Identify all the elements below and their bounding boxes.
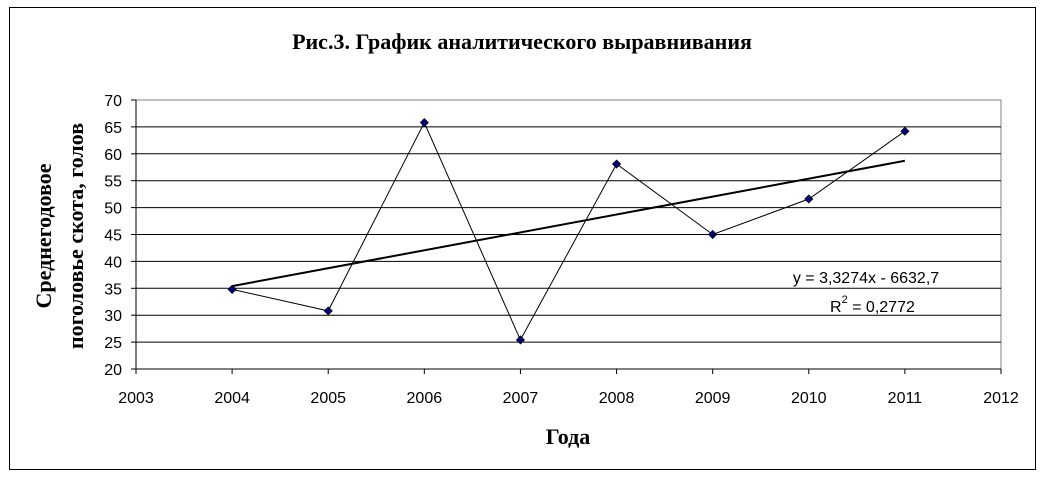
y-tick-label: 25 <box>104 335 122 352</box>
y-tick-label: 20 <box>104 362 122 379</box>
x-tick-label: 2006 <box>407 390 443 407</box>
y-tick-label: 60 <box>104 147 122 164</box>
data-point-marker <box>323 306 333 316</box>
data-point-marker <box>419 118 429 128</box>
data-point-marker <box>900 126 910 136</box>
x-tick-label: 2011 <box>888 390 923 407</box>
r-squared-label: R2 = 0,2772 <box>830 294 915 316</box>
data-point-marker <box>804 194 814 204</box>
x-tick-label: 2004 <box>214 390 250 407</box>
x-tick-label: 2010 <box>791 390 827 407</box>
y-tick-label: 55 <box>104 174 122 191</box>
y-tick-label: 65 <box>104 120 122 137</box>
y-tick-label: 35 <box>104 281 122 298</box>
r-squared-value: = 0,2772 <box>848 299 915 316</box>
y-axis-title-line2: поголовье скота, голов <box>63 123 88 349</box>
x-tick-label: 2012 <box>983 390 1019 407</box>
data-point-marker <box>611 159 622 169</box>
x-tick-label: 2005 <box>310 390 346 407</box>
y-tick-labels: 20 25 30 35 40 45 50 55 60 65 70 <box>104 93 122 379</box>
data-point-marker <box>708 229 718 240</box>
chart-title: Рис.3. График аналитического выравнивани… <box>292 29 752 54</box>
y-tick-label: 30 <box>104 308 122 325</box>
trend-equation: y = 3,3274x - 6632,7 <box>793 270 939 287</box>
chart-frame <box>9 7 1036 470</box>
y-tick-label: 40 <box>104 254 122 271</box>
r-squared-sup: 2 <box>842 294 848 306</box>
data-point-marker <box>227 284 237 294</box>
x-tick-label: 2009 <box>695 390 731 407</box>
x-axis-title: Года <box>546 424 591 449</box>
y-axis-title-line1: Среднегодовое <box>31 163 56 308</box>
y-tick-label: 45 <box>104 228 122 245</box>
x-tick-label: 2003 <box>118 390 154 407</box>
trend-line <box>231 159 906 288</box>
axes <box>135 100 1001 370</box>
series-line <box>231 121 906 342</box>
x-tick-label: 2007 <box>503 390 539 407</box>
data-point-marker <box>515 335 526 345</box>
x-tick-label: 2008 <box>599 390 635 407</box>
y-tick-label: 50 <box>104 201 122 218</box>
r-squared-prefix: R <box>830 299 842 316</box>
x-tick-labels: 2003 2004 2005 2006 2007 2008 2009 2010 2011 2012 <box>118 390 1019 407</box>
series-markers <box>227 118 910 345</box>
y-tick-label: 70 <box>104 93 122 110</box>
gridlines <box>131 99 1002 374</box>
